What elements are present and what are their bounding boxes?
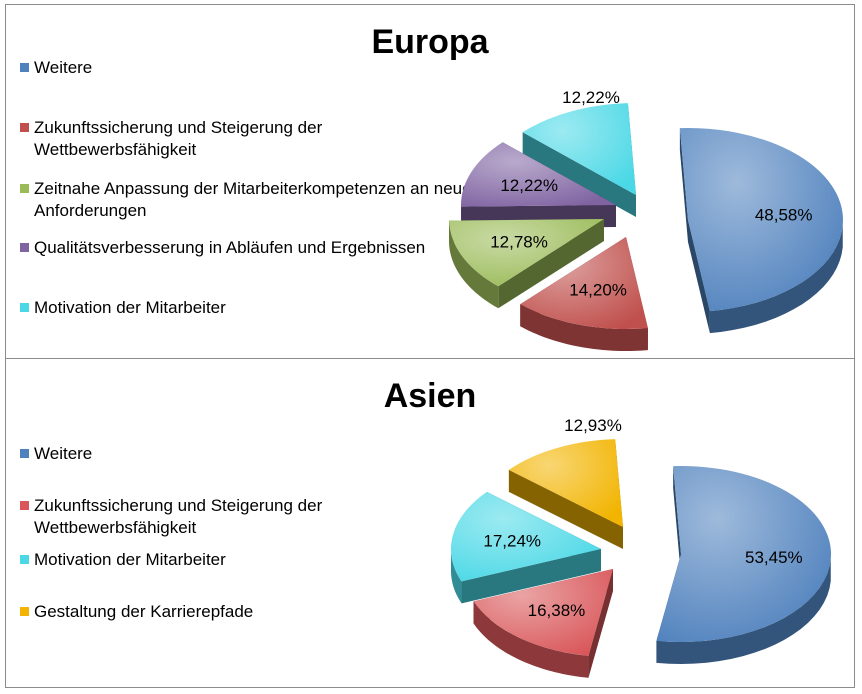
legend-label: Weitere <box>34 444 93 463</box>
legend-swatch <box>20 63 29 72</box>
legend-item: Motivation der Mitarbeiter <box>20 549 480 571</box>
pie-slice <box>679 128 843 312</box>
pie-slice <box>451 491 601 582</box>
slice-value-label: 53,45% <box>745 548 803 567</box>
asien-pie-chart: 53,45% 16,38% 17,24% 12,93% <box>451 416 831 678</box>
legend-label: Zukunftssicherung und Steigerung der Wet… <box>34 496 323 537</box>
legend-item: Zukunftssicherung und Steigerung der Wet… <box>20 495 480 539</box>
legend-swatch <box>20 501 29 510</box>
slice-value-label: 12,22% <box>500 176 558 195</box>
legend-swatch <box>20 555 29 564</box>
legend-swatch <box>20 303 29 312</box>
slice-value-label: 48,58% <box>755 205 813 224</box>
legend-item: Gestaltung der Karrierepfade <box>20 601 480 623</box>
legend-label: Motivation der Mitarbeiter <box>34 298 226 317</box>
slice-value-label: 16,38% <box>528 601 586 620</box>
slice-value-label: 12,22% <box>562 88 620 107</box>
pie-slice <box>508 439 623 527</box>
slice-value-label: 14,20% <box>569 281 627 300</box>
legend-item: Weitere <box>20 443 480 465</box>
legend-swatch <box>20 449 29 458</box>
legend-label: Zeitnahe Anpassung der Mitarbeiterkompet… <box>34 179 472 220</box>
europa-pie-chart: 48,58% 14,20% 12,78% 12,22% 12,22% <box>449 88 843 351</box>
pie-slice <box>656 466 831 642</box>
legend-swatch <box>20 243 29 252</box>
legend-label: Zukunftssicherung und Steigerung der Wet… <box>34 118 323 159</box>
legend-swatch <box>20 607 29 616</box>
pie-slice <box>473 569 613 656</box>
legend-item: Weitere <box>20 57 480 79</box>
legend-swatch <box>20 184 29 193</box>
legend-swatch <box>20 123 29 132</box>
chart-title: Europa <box>371 23 489 61</box>
chart-title: Asien <box>383 377 477 415</box>
legend-item: Motivation der Mitarbeiter <box>20 297 480 319</box>
asien-chart-panel: Asien Weitere Zukunftssicherung und Stei… <box>5 358 855 688</box>
legend-label: Qualitätsverbesserung in Abläufen und Er… <box>34 238 426 257</box>
slice-value-label: 12,78% <box>490 232 548 251</box>
slice-value-label: 12,93% <box>564 416 622 435</box>
pie-slice <box>520 237 648 329</box>
pie-slice-side <box>679 128 843 334</box>
legend-label: Motivation der Mitarbeiter <box>34 550 226 569</box>
legend-label: Gestaltung der Karrierepfade <box>34 602 254 621</box>
slice-value-label: 17,24% <box>483 531 541 550</box>
pie-slice <box>449 219 604 287</box>
legend-item: Zukunftssicherung und Steigerung der Wet… <box>20 117 480 161</box>
pie-slice <box>461 142 616 207</box>
europa-chart-panel: Europa Weitere Zukunftssicherung und Ste… <box>5 4 855 359</box>
legend-item: Qualitätsverbesserung in Abläufen und Er… <box>20 237 480 259</box>
pie-slice <box>522 103 636 195</box>
legend-label: Weitere <box>34 58 93 77</box>
legend-item: Zeitnahe Anpassung der Mitarbeiterkompet… <box>20 178 480 222</box>
